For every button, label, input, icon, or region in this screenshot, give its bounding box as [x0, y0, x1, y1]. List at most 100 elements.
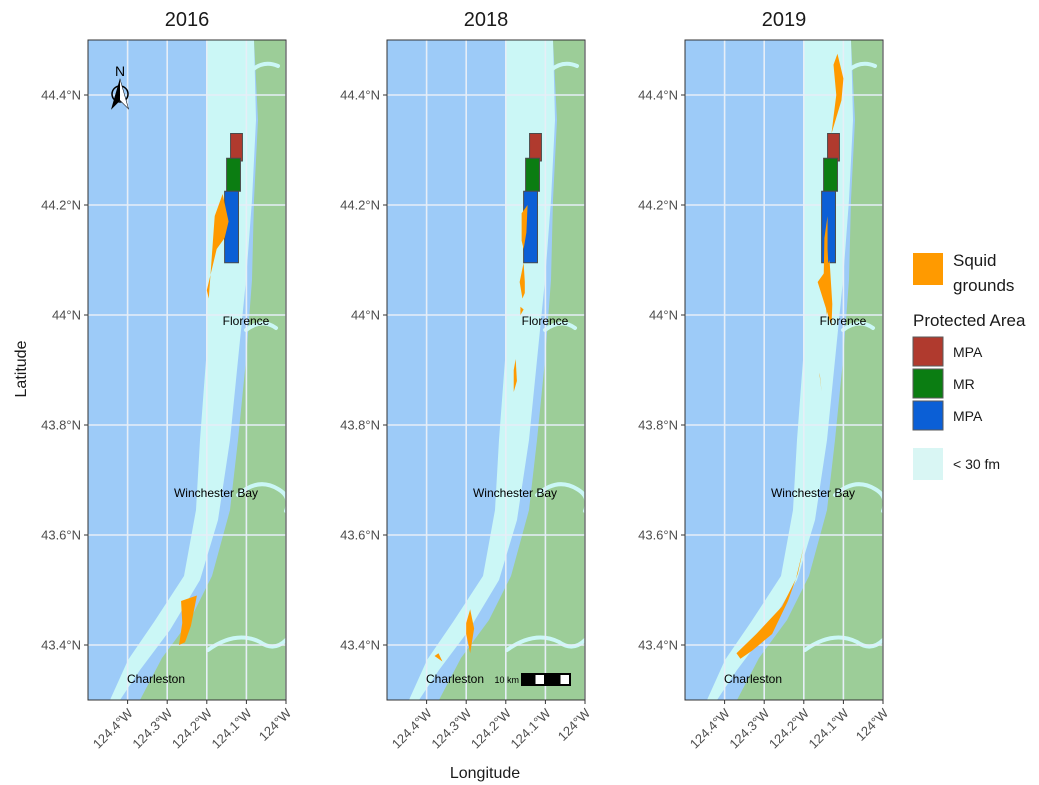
x-tick-label: 124.1°W	[209, 705, 255, 751]
place-label: Winchester Bay	[174, 486, 258, 500]
map-panel-2019: 2019 Florence Winchester Bay Charleston 44.4…	[638, 9, 892, 751]
north-arrow-icon: N	[110, 63, 130, 110]
map-body: Florence Winchester Bay Charleston	[88, 40, 286, 700]
y-tick-label: 43.8°N	[638, 418, 678, 433]
protected-area-mpa-0	[529, 133, 542, 162]
protected-area-mpa-2	[821, 190, 836, 264]
map-panels: 2016 Florence Winchester Bay Charleston N 44.…	[41, 9, 892, 751]
squid-ground	[179, 595, 197, 645]
legend-label-depth: < 30 fm	[953, 456, 1000, 472]
panel-title: 2019	[762, 9, 807, 31]
scale-bar-label: 10 km	[494, 675, 519, 685]
x-tick-label: 124.1°W	[508, 705, 554, 751]
y-tick-label: 43.6°N	[41, 528, 81, 543]
x-tick-label: 124.2°W	[468, 705, 514, 751]
x-tick-label: 124.4°W	[90, 705, 136, 751]
x-tick-label: 124.4°W	[687, 705, 733, 751]
place-label: Charleston	[724, 672, 782, 686]
river	[841, 321, 875, 332]
squid-ground	[817, 260, 833, 326]
river	[543, 321, 577, 332]
x-tick-label: 124°W	[256, 705, 295, 744]
squid-ground	[520, 306, 524, 315]
y-axis-title: Latitude	[13, 340, 30, 397]
squid-ground	[521, 205, 528, 249]
squid-ground	[736, 546, 804, 659]
panel-frame	[684, 39, 884, 701]
river	[535, 482, 585, 513]
y-tick-label: 44.4°N	[638, 88, 678, 103]
legend-label-mpa-red: MPA	[953, 344, 983, 360]
y-tick-label: 44.2°N	[41, 198, 81, 213]
svg-text:N: N	[115, 63, 125, 79]
legend: Squid grounds Protected Area MPA MR MPA …	[912, 251, 1026, 480]
map-panel-2018: 2018 Florence Winchester Bay Charleston 10 k…	[340, 9, 594, 751]
legend-key-mpa-blue	[912, 400, 944, 431]
x-tick-label: 124.3°W	[726, 705, 772, 751]
y-tick-label: 44.4°N	[41, 88, 81, 103]
scale-bar-icon: 10 km	[494, 673, 571, 686]
river	[236, 482, 286, 513]
river	[250, 61, 280, 72]
y-tick-label: 43.4°N	[638, 638, 678, 653]
x-axis-title: Longitude	[450, 765, 520, 782]
river	[833, 482, 883, 513]
legend-label-squid-line1: Squid	[953, 251, 996, 270]
place-label: Charleston	[127, 672, 185, 686]
panel-title: 2018	[464, 9, 509, 31]
place-label: Winchester Bay	[771, 486, 855, 500]
legend-label-mpa-blue: MPA	[953, 408, 983, 424]
squid-ground	[206, 194, 229, 299]
place-label: Winchester Bay	[473, 486, 557, 500]
y-tick-label: 44°N	[649, 308, 678, 323]
x-tick-label: 124.1°W	[806, 705, 852, 751]
protected-area-mpa-0	[827, 133, 840, 162]
y-tick-label: 44.4°N	[340, 88, 380, 103]
place-label: Florence	[223, 314, 270, 328]
place-label: Charleston	[426, 672, 484, 686]
y-tick-label: 43.4°N	[340, 638, 380, 653]
squid-ground	[831, 53, 844, 134]
panel-frame	[386, 39, 586, 701]
squid-ground	[434, 653, 443, 662]
y-tick-label: 43.4°N	[41, 638, 81, 653]
y-tick-label: 44°N	[351, 308, 380, 323]
legend-key-mpa-red	[912, 336, 944, 367]
x-tick-label: 124.3°W	[428, 705, 474, 751]
squid-ground	[519, 262, 525, 299]
y-tick-label: 44.2°N	[638, 198, 678, 213]
legend-key-mr	[912, 368, 944, 399]
protected-area-mpa-0	[230, 133, 243, 162]
y-tick-label: 44°N	[52, 308, 81, 323]
y-tick-label: 43.6°N	[638, 528, 678, 543]
legend-key-squid	[913, 253, 943, 285]
y-tick-label: 43.8°N	[41, 418, 81, 433]
river	[847, 61, 877, 72]
map-body: Florence Winchester Bay Charleston	[387, 40, 585, 700]
x-tick-label: 124°W	[555, 705, 594, 744]
river	[244, 321, 278, 332]
legend-label-squid-line2: grounds	[953, 276, 1014, 295]
place-label: Florence	[522, 314, 569, 328]
panel-frame	[87, 39, 287, 701]
x-tick-label: 124.4°W	[389, 705, 435, 751]
x-tick-label: 124°W	[853, 705, 892, 744]
protected-area-mr-1	[823, 157, 838, 192]
place-label: Florence	[820, 314, 867, 328]
legend-title-protected-area: Protected Area	[913, 311, 1026, 330]
squid-ground	[513, 359, 517, 392]
river	[549, 61, 579, 72]
legend-label-mr: MR	[953, 376, 975, 392]
x-tick-label: 124.2°W	[169, 705, 215, 751]
x-tick-label: 124.2°W	[766, 705, 812, 751]
map-panel-2016: 2016 Florence Winchester Bay Charleston N 44.…	[41, 9, 295, 751]
y-tick-label: 43.8°N	[340, 418, 380, 433]
y-tick-label: 43.6°N	[340, 528, 380, 543]
squid-ground	[819, 372, 822, 392]
squid-ground	[466, 609, 475, 654]
protected-area-mr-1	[226, 157, 241, 192]
panel-title: 2016	[165, 9, 210, 31]
protected-area-mr-1	[525, 157, 540, 192]
x-tick-label: 124.3°W	[129, 705, 175, 751]
